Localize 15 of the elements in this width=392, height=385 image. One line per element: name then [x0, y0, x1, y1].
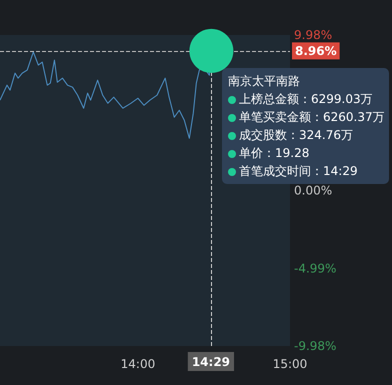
line-series [0, 50, 212, 139]
annotation: 单价：19.28 [239, 146, 310, 160]
ref-line-label: 8.96% [295, 44, 337, 58]
x-tick-label: 14:00 [120, 357, 156, 371]
x-tick-label: 15:00 [272, 357, 308, 371]
y-tick-label: -4.99% [294, 261, 336, 276]
annotation: 成交股数：324.76万 [239, 128, 353, 142]
y-tick-label: -9.98% [294, 339, 336, 353]
annotation: 单笔买卖金额：6260.37万 [239, 110, 385, 124]
annotation: 上榜总金额：6299.03万 [239, 92, 373, 106]
y-tick-label: 9.98% [294, 28, 332, 42]
annotation: 首笔成交时间：14:29 [239, 164, 358, 178]
y-tick-label: 0.00% [294, 184, 332, 198]
ref-line-label: 14:29 [192, 355, 230, 369]
annotation: 南京太平南路 [228, 74, 300, 88]
